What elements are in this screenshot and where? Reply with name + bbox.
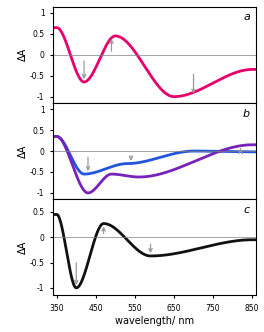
- X-axis label: wavelength/ nm: wavelength/ nm: [115, 316, 194, 326]
- Y-axis label: ΔA: ΔA: [18, 241, 28, 254]
- Text: a: a: [243, 12, 250, 23]
- Y-axis label: ΔA: ΔA: [18, 144, 28, 158]
- Text: c: c: [244, 205, 250, 215]
- Y-axis label: ΔA: ΔA: [18, 48, 28, 61]
- Text: b: b: [243, 109, 250, 119]
